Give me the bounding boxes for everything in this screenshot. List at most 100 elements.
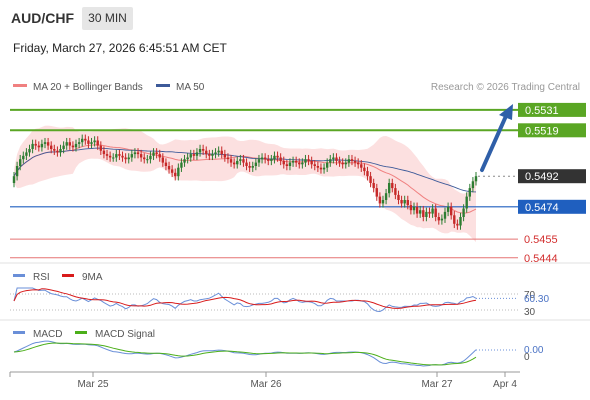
candle-body bbox=[40, 143, 44, 148]
candle-body bbox=[96, 140, 99, 146]
candle-body bbox=[338, 160, 341, 163]
research-credit: Research © 2026 Trading Central bbox=[431, 82, 580, 93]
candle-body bbox=[288, 162, 292, 166]
candle-body bbox=[409, 205, 413, 211]
rsi-legend-label: RSI bbox=[33, 272, 50, 283]
candle-body bbox=[437, 217, 440, 221]
candle-body bbox=[161, 157, 165, 163]
level-label-box bbox=[518, 169, 586, 184]
candle-body bbox=[465, 196, 468, 209]
level-label-box bbox=[518, 123, 586, 138]
candle-body bbox=[226, 157, 230, 160]
candle-body bbox=[43, 142, 47, 144]
candle-body bbox=[360, 164, 363, 168]
candle-body bbox=[53, 149, 56, 151]
candle-body bbox=[462, 208, 465, 217]
candle-body bbox=[291, 160, 295, 163]
candle-body bbox=[282, 160, 285, 165]
price-levels: 0.5531 0.5519 0.5492 0.5474 0.5455 0.5444 bbox=[10, 102, 586, 265]
timeframe-button[interactable]: 30 MIN bbox=[82, 7, 133, 30]
ma20-legend-swatch bbox=[13, 84, 27, 87]
rsi-lines bbox=[13, 287, 518, 313]
candle-body bbox=[381, 200, 385, 204]
candle-body bbox=[143, 157, 146, 160]
rsi-value-label: 60.30 bbox=[524, 294, 549, 305]
level-label: 0.5455 bbox=[524, 234, 558, 246]
candle-body bbox=[456, 223, 459, 226]
candle-body bbox=[403, 200, 406, 204]
rsi-ma-legend-label: 9MA bbox=[82, 272, 103, 283]
candle-body bbox=[77, 142, 81, 144]
candle-body bbox=[459, 217, 462, 226]
candle-body bbox=[232, 162, 236, 165]
macd-legend-swatch bbox=[13, 331, 25, 334]
candle-body bbox=[363, 167, 366, 172]
candle-body bbox=[127, 157, 130, 160]
candle-body bbox=[366, 171, 369, 177]
candle-body bbox=[313, 164, 316, 166]
candle-body bbox=[443, 211, 447, 219]
candle-body bbox=[384, 193, 388, 200]
candle-body bbox=[245, 162, 248, 166]
candle-body bbox=[298, 162, 301, 165]
candle-body bbox=[310, 160, 313, 165]
x-axis-ticks bbox=[9, 372, 506, 377]
candle-body bbox=[71, 145, 75, 148]
ma50-legend-label: MA 50 bbox=[176, 82, 205, 93]
candle-body bbox=[37, 145, 41, 148]
candle-body bbox=[65, 142, 68, 146]
candle-body bbox=[22, 155, 25, 160]
candle-body bbox=[170, 169, 174, 173]
candle-body bbox=[369, 176, 372, 183]
candle-body bbox=[223, 154, 227, 158]
candle-body bbox=[214, 152, 217, 155]
level-label: 0.5492 bbox=[525, 171, 559, 183]
level-label: 0.5519 bbox=[525, 125, 559, 137]
macd-line bbox=[13, 340, 477, 367]
candle-body bbox=[152, 152, 155, 156]
datetime-label: Friday, March 27, 2026 6:45:51 AM CET bbox=[13, 41, 227, 55]
candle-body bbox=[418, 210, 422, 214]
candle-body bbox=[276, 155, 279, 158]
candle-body bbox=[434, 208, 437, 217]
candle-body bbox=[174, 172, 177, 177]
candle-body bbox=[400, 200, 403, 204]
candle-body bbox=[84, 138, 87, 141]
bollinger-band-fill bbox=[14, 125, 476, 243]
candle-body bbox=[449, 206, 453, 216]
macd-zero-label: 0 bbox=[524, 352, 530, 363]
candle-body bbox=[322, 167, 326, 170]
candle-body bbox=[329, 159, 332, 163]
candle-body bbox=[34, 143, 37, 146]
candle-body bbox=[211, 154, 214, 156]
rsi-legend-swatch bbox=[13, 274, 25, 277]
candle-body bbox=[406, 200, 409, 206]
ma50-line bbox=[13, 147, 477, 193]
candle-body bbox=[347, 159, 351, 163]
candle-body bbox=[353, 160, 357, 163]
candle-body bbox=[440, 218, 444, 221]
candle-body bbox=[81, 138, 84, 143]
candle-body bbox=[217, 150, 220, 153]
candle-body bbox=[220, 150, 223, 155]
candle-body bbox=[149, 155, 152, 160]
candle-body bbox=[242, 159, 245, 163]
level-label: 0.5474 bbox=[525, 202, 559, 214]
rsi-ma-line bbox=[13, 288, 477, 309]
candle-body bbox=[304, 159, 307, 163]
candle-body bbox=[50, 145, 53, 149]
rsi-70-label: 70 bbox=[524, 290, 536, 301]
ma20-line bbox=[13, 144, 477, 214]
candle-body bbox=[453, 215, 456, 224]
candle-body bbox=[68, 142, 72, 146]
candle-body bbox=[279, 157, 282, 161]
candle-body bbox=[431, 208, 434, 214]
candle-body bbox=[301, 162, 304, 165]
candle-body bbox=[118, 154, 121, 156]
moving-averages bbox=[13, 144, 477, 214]
candle-body bbox=[260, 157, 264, 160]
candle-body bbox=[164, 162, 168, 166]
macd-legend-label: MACD bbox=[33, 329, 62, 340]
candle-body bbox=[319, 167, 323, 170]
candle-body bbox=[378, 196, 382, 204]
